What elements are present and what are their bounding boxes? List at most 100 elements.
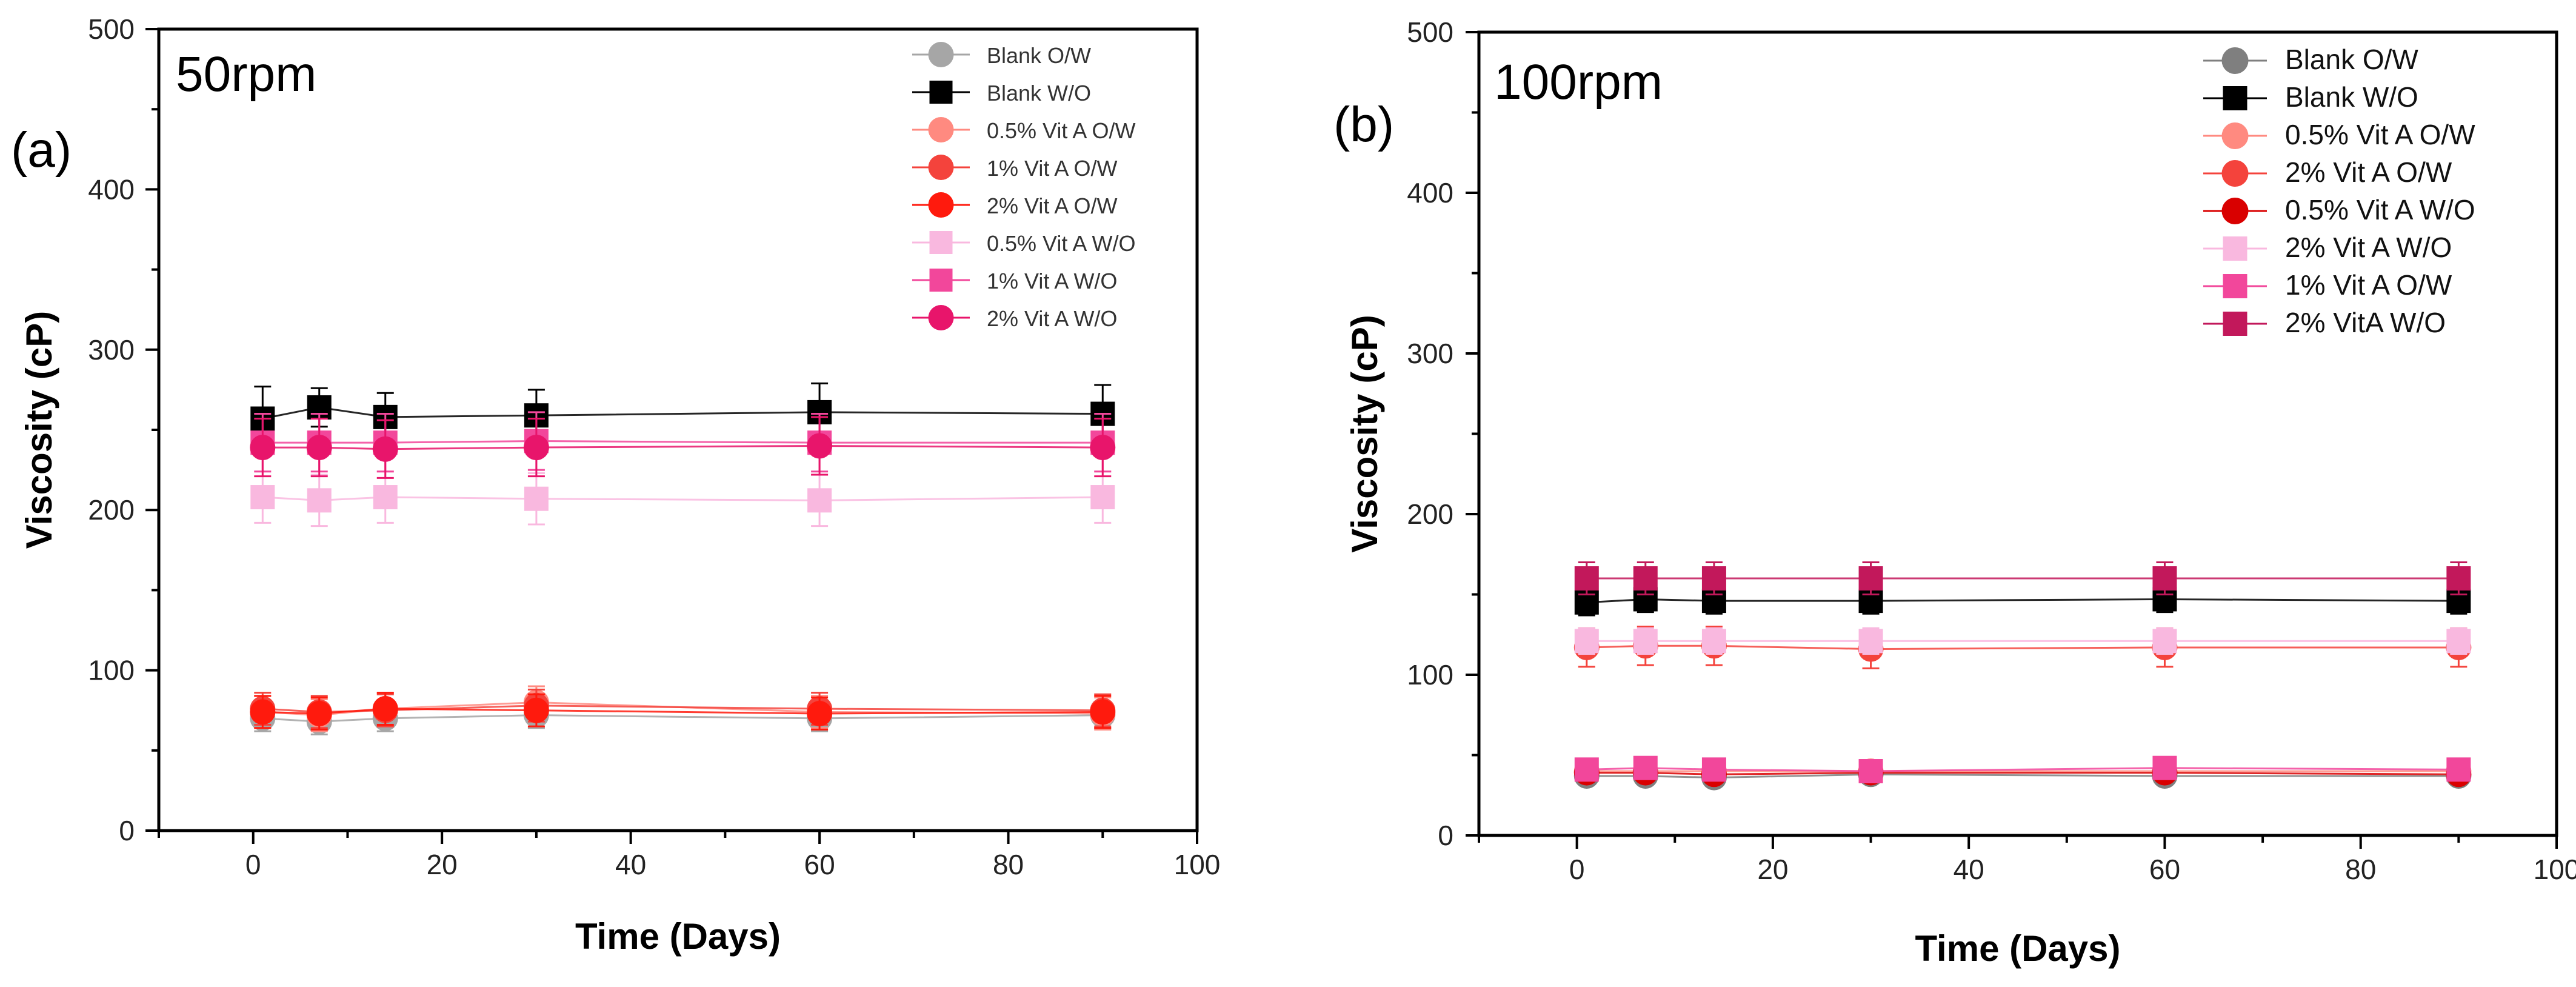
legend-label: 0.5% Vit A O/W xyxy=(987,118,1135,143)
legend-label: 1% Vit A W/O xyxy=(987,269,1117,293)
y-axis-title: Viscosity (cP) xyxy=(19,311,59,549)
panel-label: (a) xyxy=(11,122,72,178)
panel-label: (b) xyxy=(1333,97,1394,152)
legend-marker xyxy=(928,305,954,330)
data-point xyxy=(250,485,275,510)
x-tick-label: 60 xyxy=(804,849,835,880)
data-point xyxy=(373,485,398,510)
legend-label: 1% Vit A O/W xyxy=(987,156,1117,181)
legend-marker xyxy=(928,42,954,67)
legend-marker xyxy=(2223,274,2247,298)
data-point xyxy=(807,488,832,513)
data-point xyxy=(2152,566,2177,591)
legend-label: 2% Vit A O/W xyxy=(987,193,1117,218)
data-point xyxy=(1574,757,1599,782)
data-point xyxy=(306,435,332,461)
y-tick-label: 500 xyxy=(1407,16,1453,48)
y-tick-label: 100 xyxy=(1407,659,1453,691)
x-tick-label: 40 xyxy=(615,849,646,880)
data-point xyxy=(1701,757,1726,782)
legend-label: Blank W/O xyxy=(2285,81,2418,113)
data-point xyxy=(1633,566,1658,591)
x-tick-label: 0 xyxy=(245,849,261,880)
chart-title: 50rpm xyxy=(176,47,316,102)
y-tick-label: 400 xyxy=(88,173,135,205)
legend-marker xyxy=(2221,160,2249,187)
y-tick-label: 500 xyxy=(88,13,135,45)
legend-label: Blank O/W xyxy=(2285,44,2418,75)
x-tick-label: 60 xyxy=(2149,854,2180,885)
data-point xyxy=(807,433,833,459)
legend: Blank O/W Blank W/O 0.5% Vit A O/W 2% Vit A… xyxy=(2203,44,2475,338)
legend-label: 2% Vit A W/O xyxy=(2285,232,2452,263)
y-tick-label: 200 xyxy=(88,494,135,526)
data-point xyxy=(250,435,276,461)
y-axis-title: Viscosity (cP) xyxy=(1344,315,1385,552)
legend-marker xyxy=(929,231,953,254)
plot-frame xyxy=(1477,30,2558,837)
legend-label: 1% Vit A O/W xyxy=(2285,269,2452,301)
legend-marker xyxy=(2221,47,2249,74)
data-point xyxy=(807,700,833,726)
legend-label: 2% VitA W/O xyxy=(2285,307,2446,338)
data-point xyxy=(524,486,549,511)
data-point xyxy=(523,697,549,723)
series-5 xyxy=(250,470,1115,527)
series-7 xyxy=(1574,561,2471,595)
y-tick-label: 300 xyxy=(1407,338,1453,369)
data-point xyxy=(1574,629,1599,654)
x-tick-label: 100 xyxy=(1174,849,1221,880)
legend-label: 2% Vit A W/O xyxy=(987,306,1117,331)
data-point xyxy=(306,700,332,726)
series-4 xyxy=(250,692,1116,731)
data-point xyxy=(1633,629,1658,654)
chart-panel-a: 0 20 40 60 80 100 0 100 200 300 400 500 Time (Days) V… xyxy=(11,13,1220,957)
legend-label: Blank O/W xyxy=(987,43,1091,68)
data-point xyxy=(1574,566,1599,591)
legend-label: Blank W/O xyxy=(987,81,1091,105)
x-tick-label: 80 xyxy=(2345,854,2376,885)
x-axis-title: Time (Days) xyxy=(1915,928,2120,969)
data-point xyxy=(1633,755,1658,780)
data-point xyxy=(1858,759,1883,783)
y-tick-label: 300 xyxy=(88,334,135,366)
data-point xyxy=(372,696,398,722)
data-point xyxy=(1090,485,1115,510)
series-6 xyxy=(1574,755,2471,783)
legend-label: 0.5% Vit A W/O xyxy=(2285,194,2475,226)
legend-marker xyxy=(929,269,953,292)
chart-panel-b: 0 20 40 60 80 100 0 100 200 300 400 500 Time (Days) V… xyxy=(1333,16,2576,969)
series-7 xyxy=(250,416,1116,479)
legend: Blank O/W Blank W/O 0.5% Vit A O/W 1% Vit A… xyxy=(912,42,1135,331)
x-axis-title: Time (Days) xyxy=(575,916,781,957)
legend-marker xyxy=(2223,86,2247,110)
legend-marker xyxy=(2223,312,2247,336)
data-point xyxy=(1701,566,1726,591)
chart-title: 100rpm xyxy=(1494,55,1663,110)
data-point xyxy=(372,436,398,462)
x-tick-label: 20 xyxy=(1757,854,1788,885)
legend-marker xyxy=(929,81,953,104)
y-tick-label: 400 xyxy=(1407,177,1453,209)
y-tick-label: 0 xyxy=(119,815,135,846)
x-tick-label: 100 xyxy=(2534,854,2576,885)
data-point xyxy=(2446,757,2471,782)
legend-label: 0.5% Vit A W/O xyxy=(987,231,1135,256)
data-point xyxy=(1858,629,1883,654)
data-point xyxy=(2446,629,2471,654)
legend-marker xyxy=(2221,122,2249,149)
data-point xyxy=(2152,629,2177,654)
y-tick-label: 100 xyxy=(88,655,135,686)
legend-marker xyxy=(928,155,954,180)
data-point xyxy=(307,488,332,513)
legend-marker xyxy=(928,117,954,142)
data-point xyxy=(523,435,549,461)
legend-marker xyxy=(928,192,954,218)
data-point xyxy=(250,699,276,725)
series-1 xyxy=(1574,585,2471,617)
data-point xyxy=(1090,699,1116,725)
y-tick-label: 0 xyxy=(1438,820,1453,851)
legend-marker xyxy=(2221,198,2249,224)
